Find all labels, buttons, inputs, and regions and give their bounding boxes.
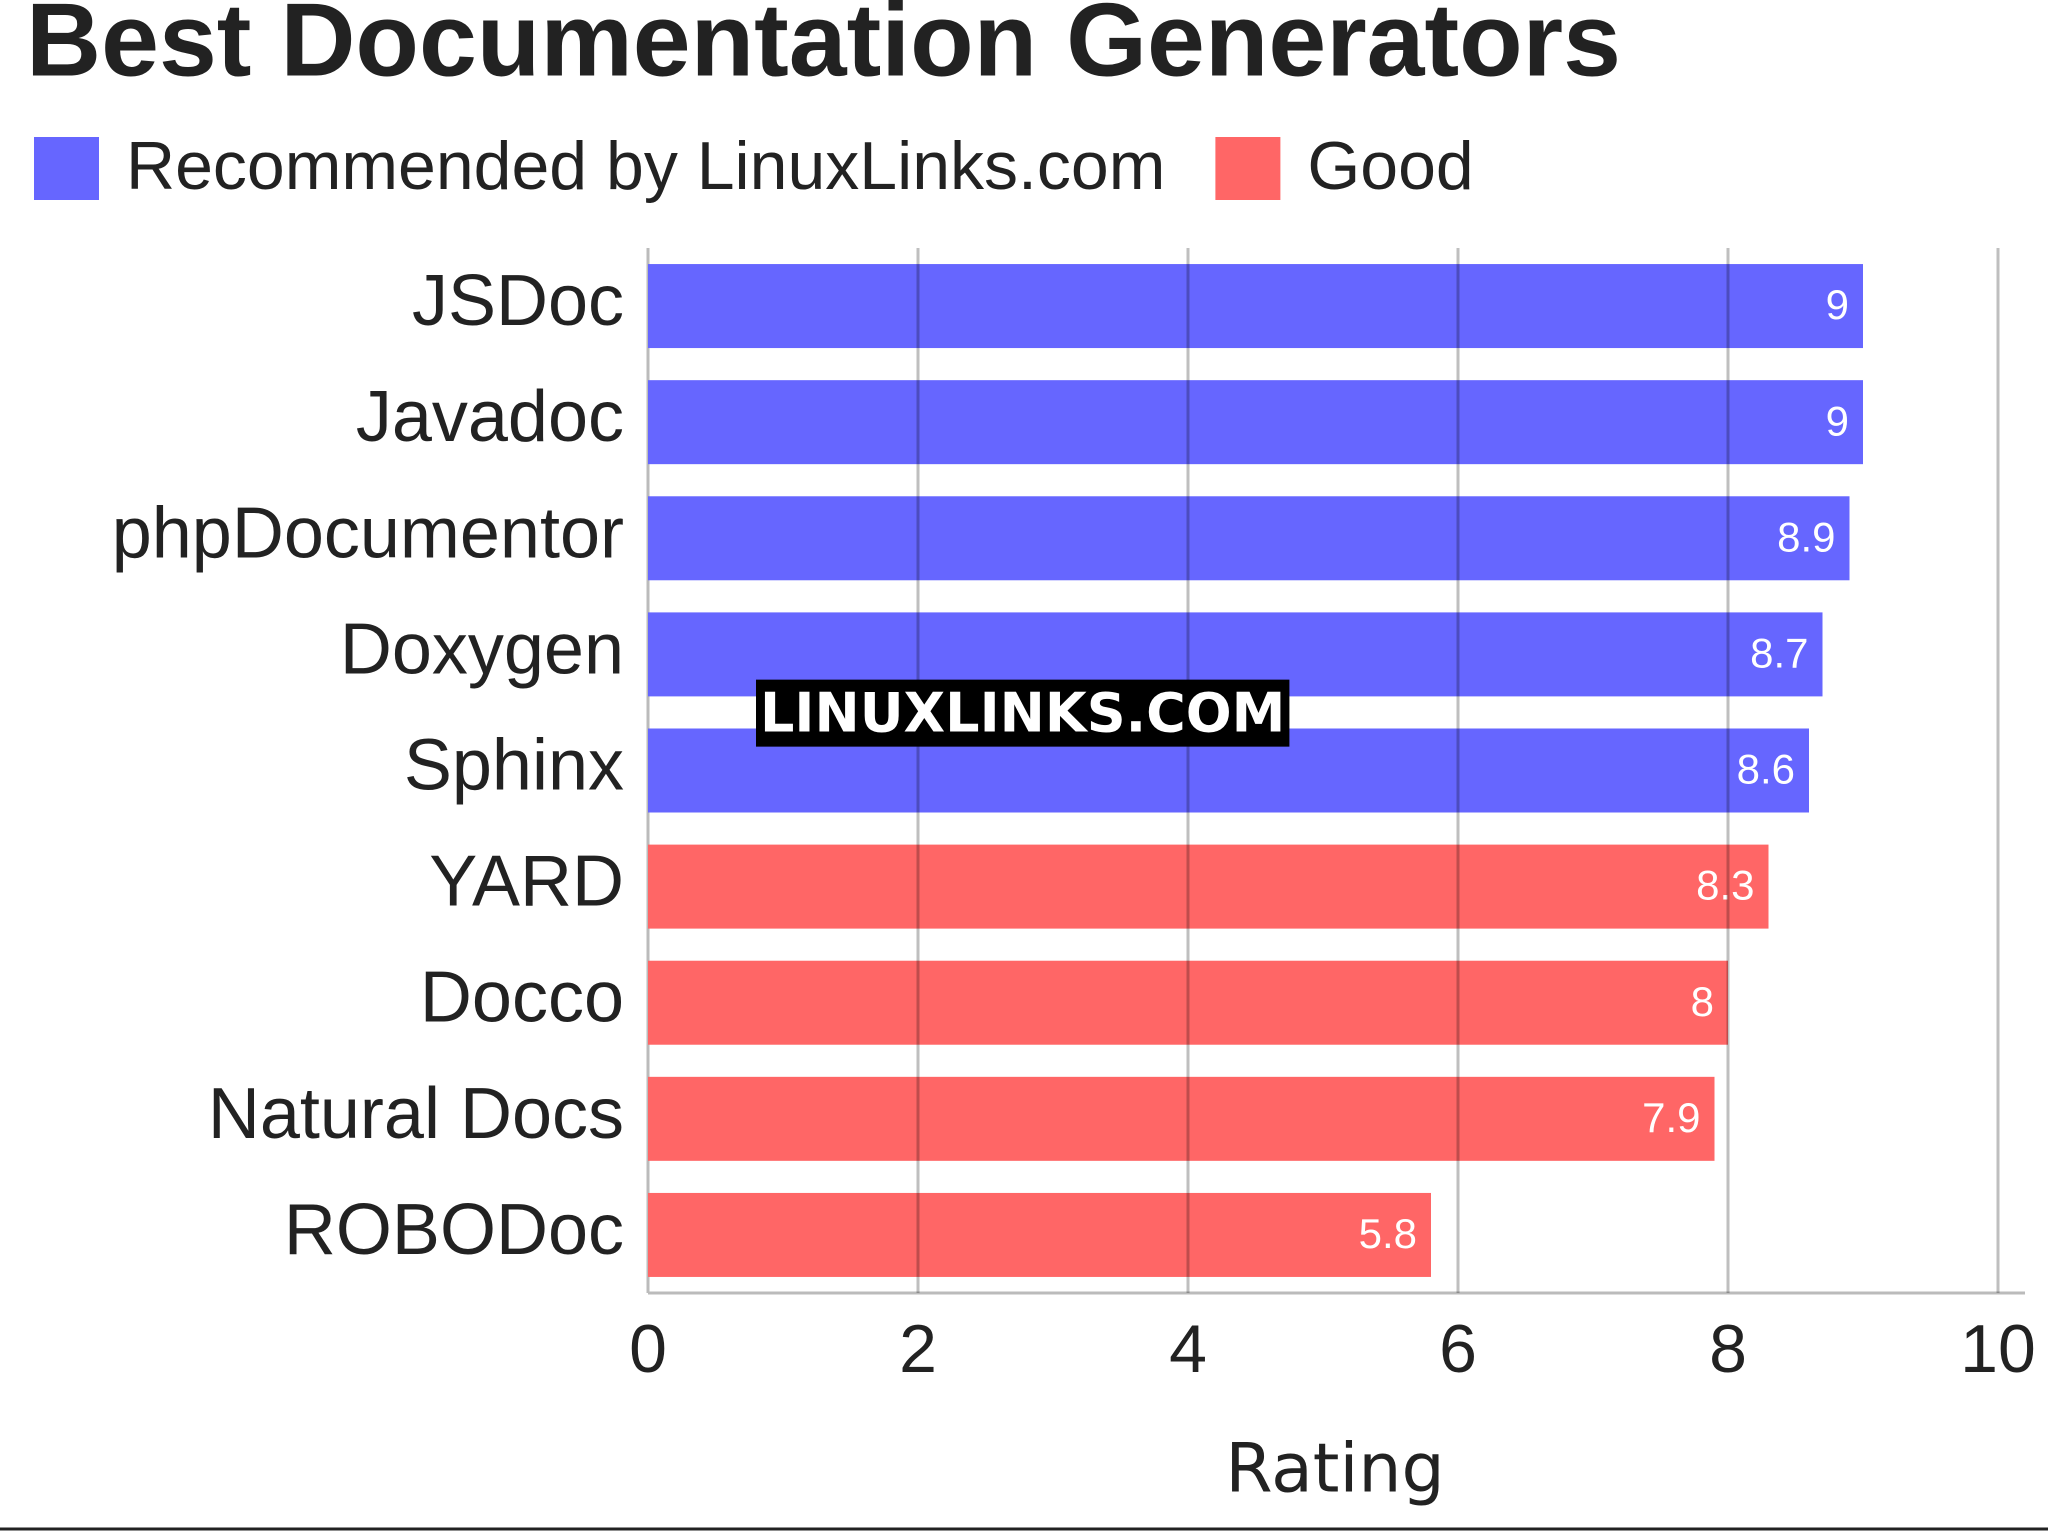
y-tick-label: phpDocumentor — [112, 493, 624, 573]
value-label: 8 — [1691, 978, 1714, 1025]
value-label: 8.6 — [1737, 746, 1795, 793]
y-tick-label: Doxygen — [340, 609, 624, 689]
x-axis-title: Rating — [1225, 1430, 1444, 1509]
bar — [648, 1076, 1715, 1161]
y-tick-label: Natural Docs — [208, 1074, 624, 1154]
legend-swatch — [1215, 137, 1281, 200]
watermark: LINUXLINKS.COM — [760, 682, 1285, 745]
value-label: 8.9 — [1777, 513, 1835, 560]
legend-label: Recommended by LinuxLinks.com — [126, 128, 1165, 204]
x-tick-label: 4 — [1169, 1311, 1207, 1387]
bar — [648, 960, 1728, 1045]
bar — [648, 264, 1863, 349]
bar — [648, 496, 1850, 581]
value-label: 9 — [1826, 397, 1849, 444]
x-tick-label: 0 — [629, 1311, 667, 1387]
value-label: 5.8 — [1359, 1210, 1417, 1257]
chart-title: Best Documentation Generators — [26, 0, 1621, 98]
legend-swatch — [34, 137, 99, 200]
x-tick-label: 2 — [899, 1311, 937, 1387]
y-tick-label: JSDoc — [412, 261, 624, 341]
value-label: 8.7 — [1750, 629, 1808, 676]
bar — [648, 1192, 1431, 1277]
x-tick-label: 10 — [1960, 1311, 2036, 1387]
bar — [648, 844, 1769, 929]
y-tick-label: Sphinx — [404, 726, 624, 806]
y-tick-label: ROBODoc — [284, 1190, 624, 1270]
x-tick-label: 6 — [1439, 1311, 1477, 1387]
y-tick-label: Docco — [420, 958, 624, 1038]
value-label: 7.9 — [1642, 1094, 1700, 1141]
y-tick-label: YARD — [429, 842, 624, 922]
value-label: 8.3 — [1696, 862, 1754, 909]
y-tick-label: Javadoc — [356, 377, 624, 457]
watermark-bg — [756, 679, 1290, 747]
legend-label: Good — [1307, 128, 1473, 204]
bar — [648, 380, 1863, 465]
x-tick-label: 8 — [1709, 1311, 1747, 1387]
value-label: 9 — [1826, 281, 1849, 328]
